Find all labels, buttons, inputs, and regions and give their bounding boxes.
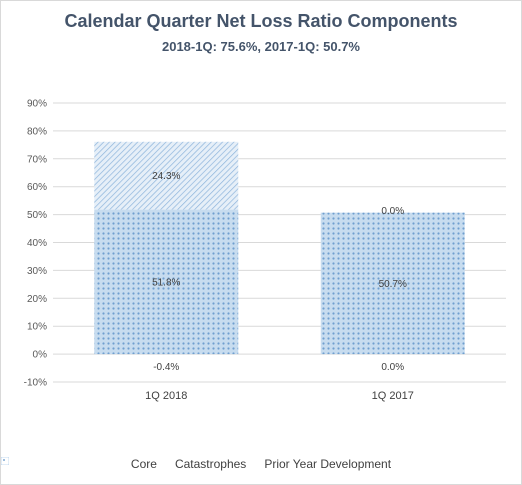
y-tick-label: 70%: [27, 154, 47, 165]
y-tick-label: -10%: [24, 378, 47, 389]
y-tick-label: 40%: [27, 238, 47, 249]
y-tick-label: 30%: [27, 266, 47, 277]
x-tick-label: 1Q 2018: [145, 390, 187, 402]
legend-label: Catastrophes: [174, 457, 247, 471]
data-label: 0.0%: [381, 206, 404, 217]
y-tick-label: 60%: [27, 182, 47, 193]
chart-subtitle: 2018-1Q: 75.6%, 2017-1Q: 50.7%: [161, 39, 360, 54]
legend-label: Core: [130, 457, 157, 471]
bar-catastrophes: [94, 141, 239, 210]
legend-item: Core: [1, 457, 157, 471]
chart-title: Calendar Quarter Net Loss Ratio Componen…: [64, 11, 458, 31]
x-tick-label: 1Q 2017: [372, 390, 414, 402]
legend-item: Prior Year Development: [1, 457, 392, 471]
y-tick-label: 80%: [27, 126, 47, 137]
chart-legend: Core Catastrophes Prior Year Development: [1, 457, 521, 471]
y-tick-label: 20%: [27, 294, 47, 305]
bar-core: [94, 209, 239, 355]
data-label: 50.7%: [379, 279, 407, 290]
y-tick-label: 50%: [27, 210, 47, 221]
data-label: -0.4%: [153, 362, 179, 373]
legend-swatch: [1, 457, 9, 465]
y-tick-label: 10%: [27, 322, 47, 333]
legend-label: Prior Year Development: [264, 457, 392, 471]
legend-item: Catastrophes: [1, 457, 247, 471]
y-tick-label: 90%: [27, 99, 47, 110]
data-label: 51.8%: [152, 277, 180, 288]
data-label: 24.3%: [152, 171, 180, 182]
y-tick-label: 0%: [33, 350, 48, 361]
data-label: 0.0%: [381, 362, 404, 373]
bar-core: [320, 212, 465, 355]
